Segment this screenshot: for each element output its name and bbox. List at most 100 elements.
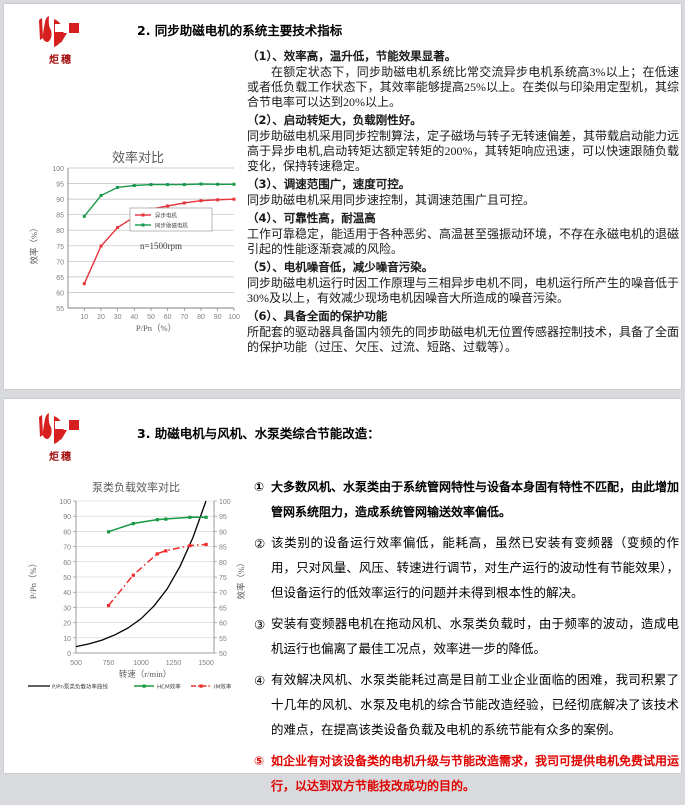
section-head-4: （5）、电机噪音低，减少噪音污染。: [247, 260, 434, 274]
chart1-y-ticks: 100 95 90 85 80 75 70 65 60 55: [52, 166, 64, 313]
svg-text:1250: 1250: [166, 660, 182, 667]
svg-text:0: 0: [67, 651, 71, 658]
chart-pump-load-efficiency: 泵类负载效率对比 100 90 80 70 60 50: [14, 471, 254, 711]
list-item-text: 有效解决风机、水泵类能耗过高是目前工业企业面临的困难，我司积累了十几年的风机、水…: [271, 673, 679, 737]
chart1-legend: 异步电机 同步助磁电机: [129, 207, 213, 232]
svg-text:90: 90: [63, 514, 71, 521]
svg-text:1500: 1500: [198, 660, 214, 667]
slide2-list: ① 大多数风机、水泵类由于系统管网特性与设备本身固有特性不匹配，由此增加管网系统…: [254, 475, 679, 805]
svg-text:10: 10: [63, 636, 71, 643]
svg-text:65: 65: [56, 275, 64, 282]
chart2-y-label: P/Pn（%）: [28, 559, 38, 599]
section-body-2: 同步助磁电机采用同步速控制，其调速范围广且可控。: [247, 193, 536, 207]
section-body-1: 同步助磁电机采用同步控制算法，定子磁场与转子无转速偏差，其带载启动能力远高于异步…: [247, 129, 680, 173]
list-item-number: ③: [254, 617, 266, 632]
list-item: ④ 有效解决风机、水泵类能耗过高是目前工业企业面临的困难，我司积累了十几年的风机…: [254, 668, 679, 743]
chart1-annotation: n=1500rpm: [140, 241, 182, 251]
svg-text:55: 55: [219, 636, 227, 643]
svg-text:20: 20: [97, 314, 105, 321]
list-item-text: 该类别的设备运行效率偏低，能耗高，虽然已安装有变频器（变频的作用，只对风量、风压…: [271, 536, 679, 600]
svg-text:100: 100: [52, 166, 64, 173]
svg-text:50: 50: [63, 575, 71, 582]
chart2-x-ticks: 500 750 1000 1250 1500: [70, 660, 214, 667]
svg-text:60: 60: [56, 290, 64, 297]
section-head-1: （2）、启动转矩大，负载刚性好。: [247, 113, 422, 127]
chart2-legend-label-0: P/Pn泵类负载功率曲线: [52, 683, 108, 691]
svg-text:30: 30: [114, 314, 122, 321]
chart2-x-label: 转速（r/min）: [119, 669, 171, 679]
svg-text:70: 70: [180, 314, 188, 321]
slide1-title: 2. 同步助磁电机的系统主要技术指标: [137, 23, 343, 38]
svg-text:90: 90: [219, 529, 227, 536]
list-item: ② 该类别的设备运行效率偏低，能耗高，虽然已安装有变频器（变频的作用，只对风量、…: [254, 531, 679, 606]
chart2-legend-label-2: IM效率: [214, 683, 232, 691]
list-item-text: 安装有变频器电机在拖动风机、水泵类负载时，由于频率的波动，造成电机运行也偏离了最…: [271, 617, 679, 656]
svg-text:80: 80: [63, 529, 71, 536]
list-item-number: ②: [254, 536, 266, 551]
svg-text:80: 80: [56, 228, 64, 235]
svg-text:50: 50: [219, 651, 227, 658]
section-body-3: 工作可靠稳定，能适用于各种恶劣、高温甚至强振动环境，不存在永磁电机的退磁引起的性…: [247, 227, 680, 256]
brand-name: 炬穗: [49, 55, 73, 66]
svg-text:100: 100: [228, 314, 240, 321]
slide-panel-2: 炬穗 3. 助磁电机与风机、水泵类综合节能改造： 泵类负载效率对比: [4, 399, 681, 793]
svg-text:70: 70: [56, 259, 64, 266]
section-head-5: （6）、具备全面的保护功能: [247, 309, 388, 323]
chart2-y-right-ticks: 100 95 90 85 80 75 70 65 60 55 50: [219, 499, 231, 658]
chart2-legend: P/Pn泵类负载功率曲线 HCM效率 IM效率: [28, 683, 232, 691]
list-item-highlighted: ⑤ 如企业有对该设备类的电机升级与节能改造需求，我司可提供电机免费试用运行，以达…: [254, 749, 679, 799]
section-body-0: 在额定状态下，同步助磁电机系统比常交流异步电机系统高3%以上；在低速或者低负载工…: [247, 65, 679, 109]
svg-text:60: 60: [164, 314, 172, 321]
chart2-series-im: [107, 542, 208, 608]
list-item-number: ①: [254, 480, 265, 494]
svg-text:40: 40: [63, 590, 71, 597]
svg-text:500: 500: [70, 660, 82, 667]
chart2-series-power: [75, 500, 207, 648]
flame-logo-icon-2: [31, 413, 91, 447]
chart1-y-label: 效率（%）: [29, 223, 39, 264]
section-body-5: 所配套的驱动器具备国内领先的同步助磁电机无位置传感器控制技术，具备了全面的保护功…: [247, 325, 680, 354]
svg-text:55: 55: [56, 306, 64, 313]
svg-text:70: 70: [219, 590, 227, 597]
chart1-x-ticks: 10 20 30 40 50 60 70 80 90 100: [80, 314, 240, 321]
section-head-3: （4）、可靠性高，耐温高: [247, 211, 376, 225]
svg-text:80: 80: [219, 560, 227, 567]
list-item-number: ④: [254, 673, 266, 688]
list-item: ③ 安装有变频器电机在拖动风机、水泵类负载时，由于频率的波动，造成电机运行也偏离…: [254, 612, 679, 662]
svg-text:100: 100: [59, 499, 71, 506]
chart2-y-left-ticks: 100 90 80 70 60 50 40 30 20 10 0: [59, 499, 71, 658]
list-item-text: 大多数风机、水泵类由于系统管网特性与设备本身固有特性不匹配，由此增加管网系统阻力…: [271, 480, 680, 519]
svg-text:10: 10: [80, 314, 88, 321]
chart2-series-hcm: [107, 515, 208, 534]
chart1-legend-label-0: 异步电机: [155, 212, 178, 220]
chart1-x-label: P/Pn（%）: [136, 323, 176, 333]
svg-text:95: 95: [56, 182, 64, 189]
flame-logo-icon: [31, 16, 91, 50]
chart2-title: 泵类负载效率对比: [92, 480, 180, 494]
svg-text:40: 40: [130, 314, 138, 321]
svg-text:30: 30: [63, 605, 71, 612]
svg-text:1000: 1000: [133, 660, 149, 667]
svg-text:85: 85: [56, 213, 64, 220]
brand-logo-2: 炬穗: [28, 413, 94, 463]
svg-text:90: 90: [56, 197, 64, 204]
chart1-legend-label-1: 同步助磁电机: [155, 222, 189, 230]
svg-text:90: 90: [214, 314, 222, 321]
svg-text:70: 70: [63, 545, 71, 552]
svg-text:65: 65: [219, 605, 227, 612]
svg-text:60: 60: [219, 621, 227, 628]
chart-efficiency-comparison: 效率对比 100 95 90 85 80 75 70 65 60 55: [26, 144, 254, 334]
brand-logo: 炬穗: [28, 16, 94, 66]
section-body-4: 同步助磁电机运行时因工作原理与三相异步电机不同，电机运行所产生的噪音低于30%及…: [247, 276, 680, 305]
slide2-title: 3. 助磁电机与风机、水泵类综合节能改造：: [137, 426, 380, 441]
svg-text:100: 100: [219, 499, 231, 506]
svg-text:60: 60: [63, 560, 71, 567]
svg-text:50: 50: [147, 314, 155, 321]
list-item-number: ⑤: [254, 754, 265, 768]
chart2-legend-label-1: HCM效率: [157, 683, 181, 691]
section-head-0: （1）、效率高，温升低，节能效果显著。: [247, 49, 457, 63]
slide-panel-1: 炬穗 2. 同步助磁电机的系统主要技术指标 效率对比 100 95 90: [4, 4, 681, 389]
chart2-y2-label: 效率（%）: [236, 558, 246, 599]
chart1-title: 效率对比: [112, 150, 164, 165]
svg-text:95: 95: [219, 514, 227, 521]
